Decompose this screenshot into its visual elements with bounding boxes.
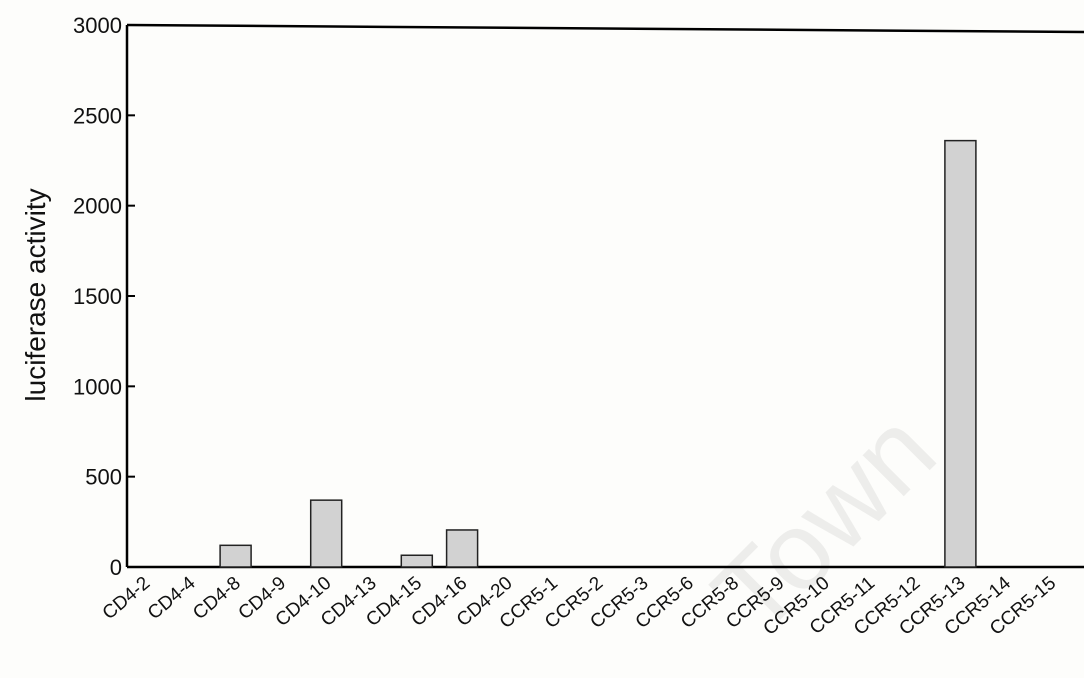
bars (219, 139, 977, 568)
x-tick-label: CD4-8 (189, 573, 245, 624)
y-axis-label: luciferase activity (20, 188, 51, 401)
bar-ccr5-13 (944, 139, 977, 568)
x-tick-label: CD4-4 (144, 572, 200, 624)
x-tick-label: CD4-2 (99, 573, 155, 624)
bar-cd4-16 (445, 529, 479, 568)
y-tick-label: 1500 (73, 284, 122, 309)
y-tick-label: 0 (110, 555, 122, 580)
x-tick-labels: CD4-2CD4-4CD4-8CD4-9CD4-10CD4-13CD4-15CD… (99, 572, 1061, 639)
y-tick-label: 3000 (73, 13, 122, 38)
bar-cd4-8 (219, 544, 252, 568)
bar-cd4-15 (400, 554, 434, 568)
y-tick-label: 1000 (73, 374, 122, 399)
y-ticks: 0 500 1000 1500 2000 2500 3000 (73, 13, 135, 580)
y-tick-label: 2500 (73, 103, 122, 128)
y-tick-label: 2000 (73, 194, 122, 219)
y-tick-label: 500 (85, 465, 122, 490)
top-border-line (126, 23, 1084, 34)
bar-cd4-10 (309, 499, 343, 568)
